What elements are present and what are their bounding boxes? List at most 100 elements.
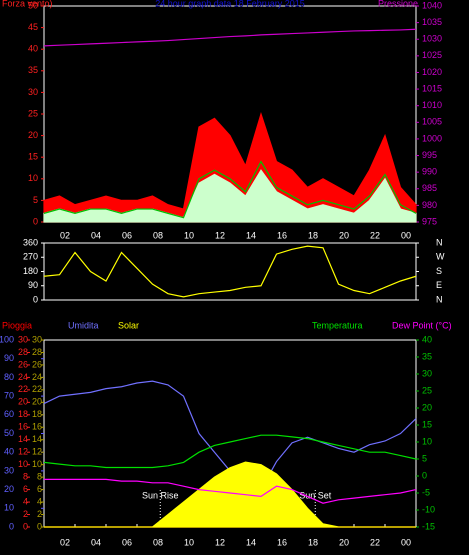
y3-tick-label: 24 [18, 372, 28, 382]
y2-tick-label: S [436, 266, 442, 276]
y-tick-label: 40 [28, 44, 38, 54]
line [43, 28, 417, 47]
y2-tick-label: 1010 [422, 100, 442, 110]
y-tick-label: 50 [28, 0, 38, 10]
y3-tick-label: 0 [23, 521, 28, 531]
y-axis-label: Forza vento) [2, 0, 53, 8]
y-tick-label: 100 [0, 334, 14, 344]
y4-tick-label: 6 [37, 484, 42, 494]
y3-tick-label: 2 [23, 509, 28, 519]
y-tick-label: 180 [23, 266, 38, 276]
y2-tick-label: 1005 [422, 117, 442, 127]
y4-tick-label: 20 [32, 397, 42, 407]
y2-tick-label: N [436, 294, 443, 304]
x-tick-label: 16 [277, 230, 287, 240]
x-tick-label: 04 [91, 230, 101, 240]
chart-title: 24 hour graph data 18 February 2015 [155, 0, 305, 8]
x-tick-label: 10 [184, 230, 194, 240]
x-tick-label: 22 [370, 230, 380, 240]
y-tick-label: 70 [4, 390, 14, 400]
y-tick-label: 30 [28, 87, 38, 97]
y2-tick-label: 985 [422, 183, 437, 193]
y-tick-label: 270 [23, 252, 38, 262]
y4-tick-label: 12 [32, 447, 42, 457]
y2-tick-label: 0 [422, 470, 427, 480]
y4-tick-label: 30 [32, 334, 42, 344]
y-tick-label: 90 [4, 353, 14, 363]
y2-tick-label: -15 [422, 521, 435, 531]
y3-tick-label: 14 [18, 434, 28, 444]
y2-tick-label: 980 [422, 200, 437, 210]
line [43, 434, 417, 469]
y2-tick-label: -10 [422, 504, 435, 514]
y-tick-label: 10 [4, 503, 14, 513]
y-tick-label: 0 [33, 294, 38, 304]
y2-tick-label: 1030 [422, 34, 442, 44]
x-tick-label: 06 [122, 537, 132, 547]
x-tick-label: 04 [91, 537, 101, 547]
y-tick-label: 90 [28, 280, 38, 290]
y4-tick-label: 24 [32, 372, 42, 382]
y4-tick-label: 0 [37, 521, 42, 531]
area [43, 111, 417, 223]
line [43, 245, 417, 298]
y2-tick-label: 1015 [422, 83, 442, 93]
y-tick-label: 360 [23, 237, 38, 247]
y2-tick-label: 10 [422, 436, 432, 446]
y3-tick-label: 30 [18, 334, 28, 344]
y-tick-label: 45 [28, 22, 38, 32]
y3-tick-label: 20 [18, 397, 28, 407]
y4-tick-label: 26 [32, 359, 42, 369]
y2-tick-label: 1025 [422, 50, 442, 60]
x-tick-label: 20 [339, 537, 349, 547]
line [44, 478, 417, 504]
x-tick-label: 00 [401, 230, 411, 240]
x-tick-label: 08 [153, 537, 163, 547]
legend-entry: Solar [118, 320, 139, 330]
y-tick-label: 5 [33, 195, 38, 205]
y3-tick-label: 22 [18, 384, 28, 394]
y3-tick-label: 16 [18, 422, 28, 432]
y2-tick-label: N [436, 237, 443, 247]
x-tick-label: 02 [60, 537, 70, 547]
y2-tick-label: 5 [422, 453, 427, 463]
y3-tick-label: 18 [18, 409, 28, 419]
y3-tick-label: 8 [23, 472, 28, 482]
annotation: Sun Set [299, 490, 332, 500]
x-tick-label: 12 [215, 230, 225, 240]
y3-tick-label: 6 [23, 484, 28, 494]
x-tick-label: 10 [184, 537, 194, 547]
x-tick-label: 08 [153, 230, 163, 240]
y2-tick-label: W [436, 252, 445, 262]
x-tick-label: 18 [308, 537, 318, 547]
y2-tick-label: 35 [422, 351, 432, 361]
x-tick-label: 02 [60, 230, 70, 240]
y2-tick-label: 1000 [422, 133, 442, 143]
y4-tick-label: 4 [37, 496, 42, 506]
y4-tick-label: 18 [32, 409, 42, 419]
y-tick-label: 0 [9, 521, 14, 531]
x-tick-label: 20 [339, 230, 349, 240]
y3-tick-label: 10 [18, 459, 28, 469]
x-tick-label: 14 [246, 537, 256, 547]
legend-entry: Umidita [68, 320, 99, 330]
y4-tick-label: 8 [37, 472, 42, 482]
y2-tick-label: 990 [422, 167, 437, 177]
legend-entry: Temperatura [312, 320, 363, 330]
y-tick-label: 80 [4, 372, 14, 382]
y2-tick-label: 975 [422, 216, 437, 226]
y4-tick-label: 22 [32, 384, 42, 394]
y4-tick-label: 16 [32, 422, 42, 432]
y-tick-label: 20 [4, 484, 14, 494]
y-tick-label: 0 [33, 216, 38, 226]
x-tick-label: 16 [277, 537, 287, 547]
y3-tick-label: 28 [18, 347, 28, 357]
y2-tick-label: 1040 [422, 0, 442, 10]
y-tick-label: 50 [4, 428, 14, 438]
y4-tick-label: 28 [32, 347, 42, 357]
y-tick-label: 40 [4, 447, 14, 457]
line [43, 160, 417, 219]
y-tick-label: 20 [28, 130, 38, 140]
y3-tick-label: 12 [18, 447, 28, 457]
y-tick-label: 10 [28, 173, 38, 183]
